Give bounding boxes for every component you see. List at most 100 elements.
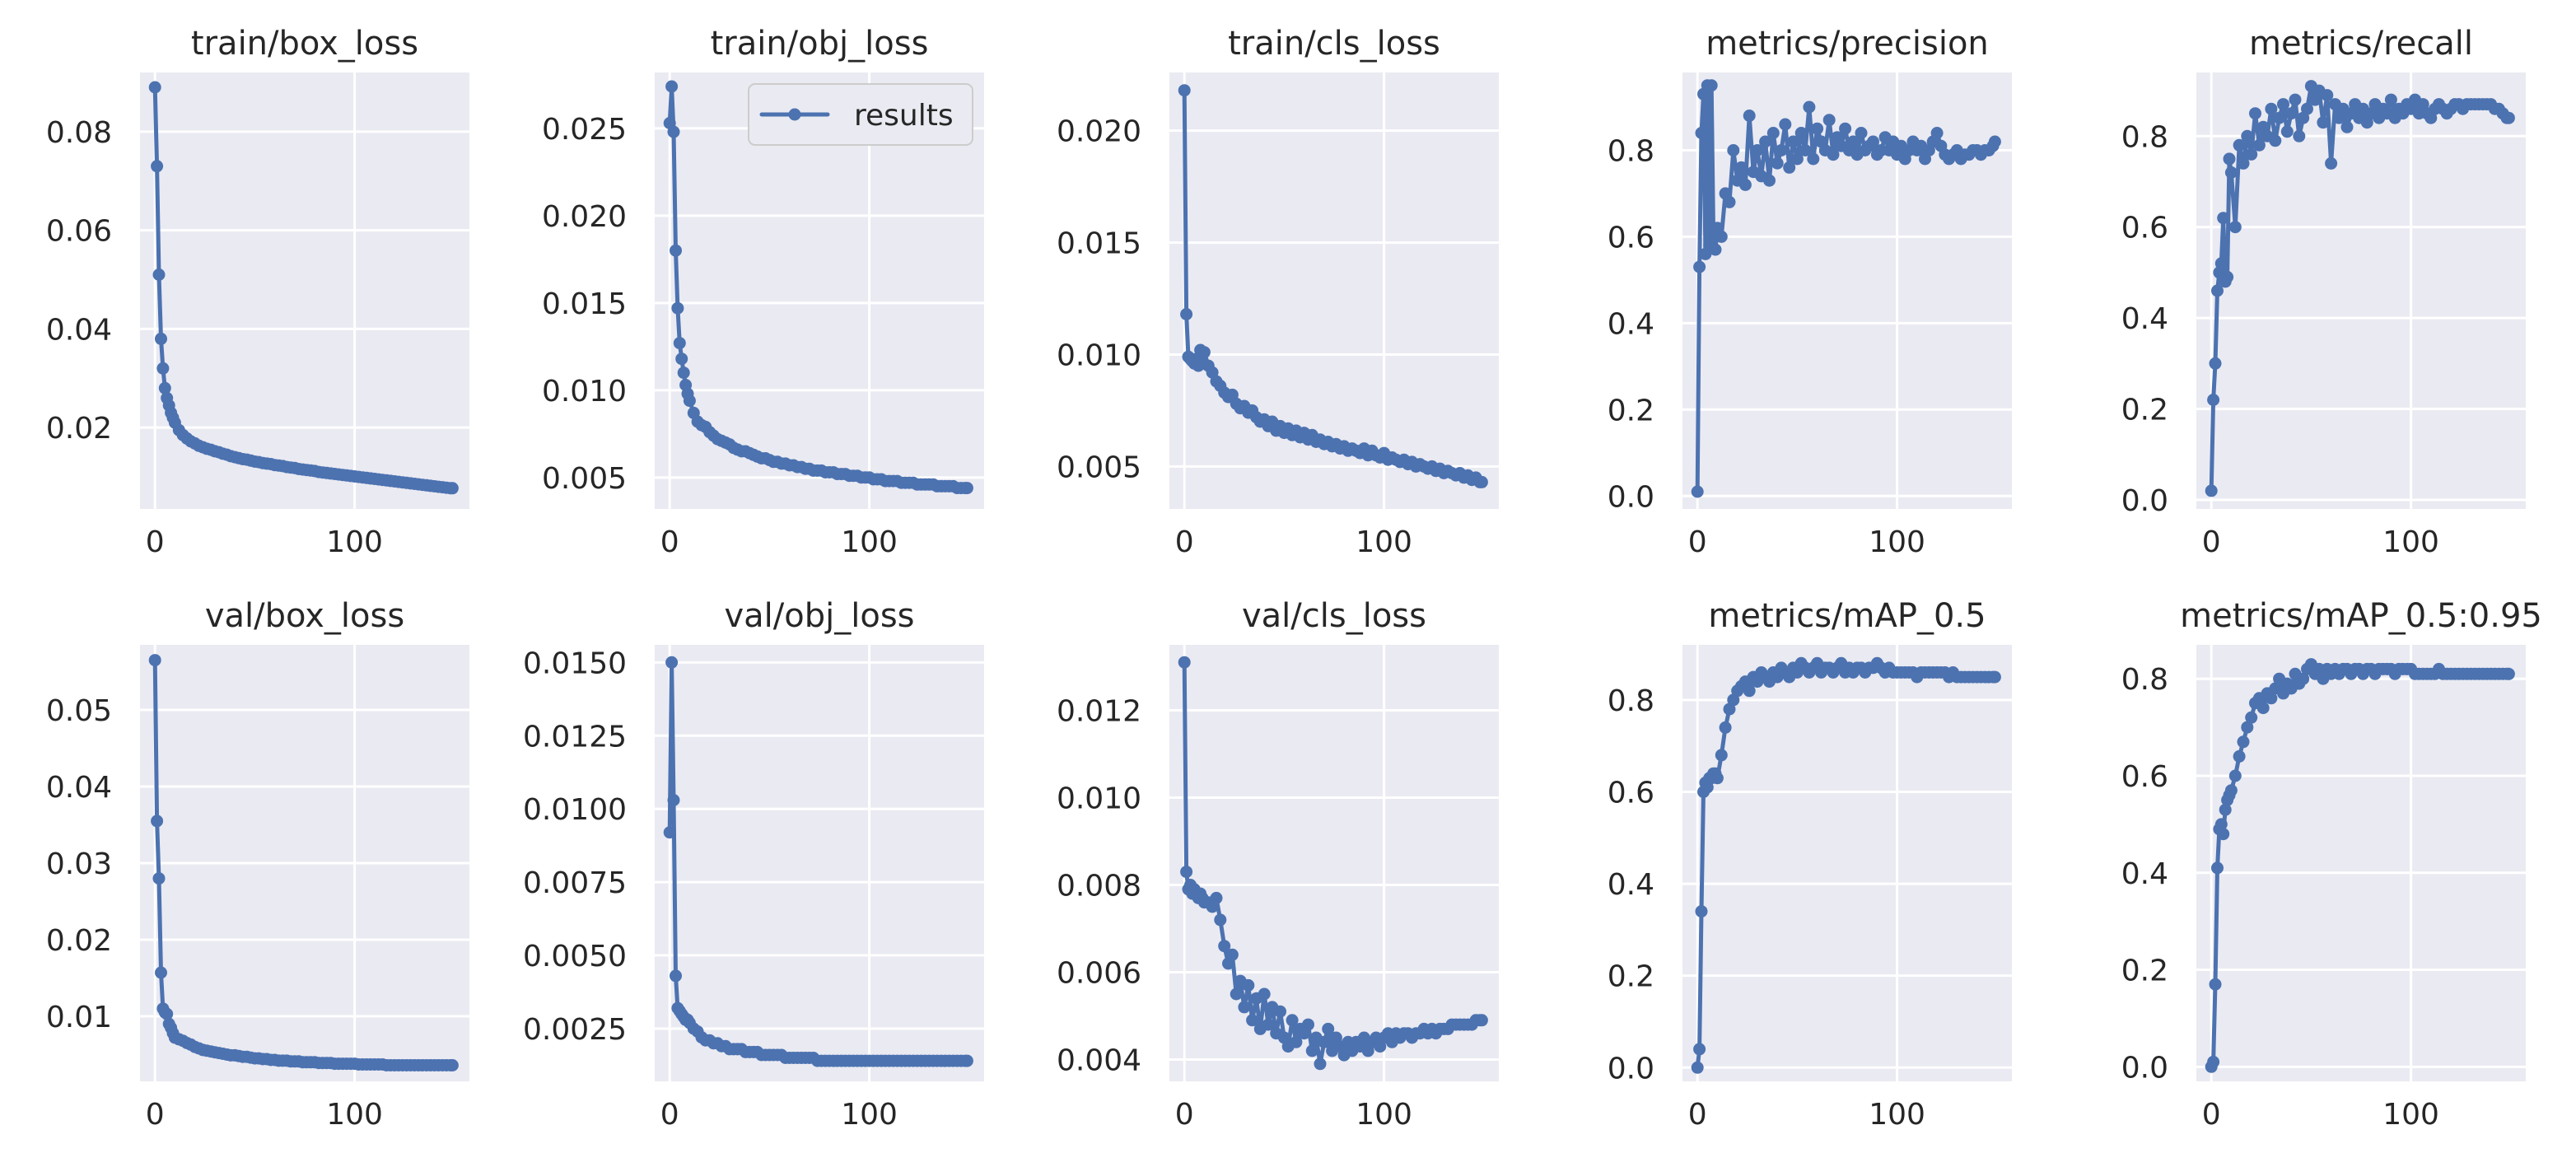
y-tick-label: 0.015 <box>542 287 627 321</box>
data-point <box>1794 127 1808 139</box>
data-point <box>1723 703 1736 716</box>
data-point <box>1705 79 1718 92</box>
data-point <box>2219 803 2232 816</box>
data-point <box>1214 913 1227 927</box>
data-point <box>2214 818 2228 831</box>
data-point <box>156 362 170 375</box>
data-point <box>2221 270 2234 283</box>
data-point <box>158 381 171 394</box>
data-point <box>2245 711 2258 724</box>
x-tick-label: 100 <box>841 1098 898 1132</box>
data-point <box>1715 230 1728 243</box>
data-point <box>1839 122 1852 135</box>
y-tick-label: 0.2 <box>2121 394 2168 427</box>
data-point <box>667 794 680 806</box>
y-tick-label: 0.4 <box>1608 868 1654 902</box>
data-point <box>2224 784 2238 797</box>
x-tick-label: 0 <box>660 525 679 559</box>
data-point <box>148 81 161 94</box>
data-point <box>446 482 459 495</box>
data-point <box>1246 1014 1259 1027</box>
y-tick-label: 0.006 <box>1057 957 1141 991</box>
subplot-title: metrics/precision <box>1706 25 1989 63</box>
data-point <box>1719 721 1732 734</box>
data-point <box>663 826 676 839</box>
subplot-title: val/cls_loss <box>1242 597 1426 635</box>
data-point <box>2233 138 2246 152</box>
y-tick-label: 0.4 <box>2121 302 2168 336</box>
legend-frame <box>748 83 973 146</box>
y-tick-label: 0.008 <box>1057 870 1141 903</box>
data-point <box>2277 98 2289 111</box>
data-point <box>161 1007 174 1020</box>
data-point <box>1258 987 1271 1001</box>
subplot-title: metrics/mAP_0.5:0.95 <box>2180 597 2542 635</box>
data-point <box>1274 1005 1286 1018</box>
y-tick-label: 0.012 <box>1057 695 1141 729</box>
data-point <box>960 482 973 495</box>
subplot-title: val/box_loss <box>205 597 404 635</box>
data-point <box>1710 772 1724 785</box>
y-tick-label: 0.005 <box>542 462 627 496</box>
data-point <box>1693 1043 1706 1056</box>
y-tick-label: 0.020 <box>542 200 627 234</box>
y-tick-label: 0.08 <box>46 116 112 150</box>
data-point <box>446 1059 459 1071</box>
x-tick-label: 100 <box>1356 1098 1412 1132</box>
data-point <box>1180 308 1193 320</box>
data-point <box>1766 127 1780 139</box>
x-tick-label: 0 <box>660 1098 679 1132</box>
data-point <box>2241 129 2254 142</box>
data-point <box>2502 111 2515 124</box>
x-tick-label: 0 <box>2202 525 2221 559</box>
y-tick-label: 0.004 <box>1057 1044 1141 1078</box>
data-point <box>1855 127 1868 139</box>
data-point <box>1475 475 1488 488</box>
data-point <box>1735 161 1748 174</box>
data-point <box>1178 656 1191 669</box>
data-point <box>155 966 167 979</box>
y-tick-label: 0.0 <box>2121 1051 2168 1085</box>
y-tick-label: 0.01 <box>46 1001 112 1034</box>
y-tick-label: 0.8 <box>1608 684 1654 718</box>
x-tick-label: 0 <box>1688 525 1707 559</box>
data-point <box>2223 152 2236 166</box>
data-point <box>151 160 164 173</box>
data-point <box>2273 111 2286 124</box>
data-point <box>2209 978 2222 991</box>
y-tick-label: 0.010 <box>1057 338 1141 372</box>
data-point <box>1771 156 1784 170</box>
data-point <box>1180 866 1193 879</box>
data-point <box>1262 1018 1275 1031</box>
data-point <box>1827 148 1840 161</box>
data-point <box>2214 257 2228 270</box>
y-tick-label: 0.020 <box>1057 115 1141 149</box>
y-tick-label: 0.0150 <box>523 647 627 680</box>
data-point <box>1930 127 1944 139</box>
y-tick-label: 0.02 <box>46 924 112 958</box>
x-tick-label: 100 <box>1869 1098 1925 1132</box>
y-tick-label: 0.06 <box>46 215 112 249</box>
data-point <box>673 337 686 350</box>
data-point <box>1218 940 1231 953</box>
data-point <box>2293 129 2306 142</box>
legend: results <box>748 83 973 146</box>
x-tick-label: 0 <box>1688 1098 1707 1132</box>
data-point <box>1322 1022 1335 1035</box>
y-tick-label: 0.010 <box>1057 782 1141 816</box>
data-point <box>2321 89 2334 102</box>
y-tick-label: 0.6 <box>2121 212 2168 245</box>
data-point <box>2233 749 2246 763</box>
y-tick-label: 0.6 <box>1608 221 1654 254</box>
data-point <box>1290 1035 1303 1048</box>
data-point <box>665 656 679 669</box>
data-point <box>1242 978 1255 992</box>
data-point <box>1783 161 1796 174</box>
data-point <box>2252 138 2266 152</box>
data-point <box>2217 828 2230 841</box>
data-point <box>1743 684 1756 698</box>
data-point <box>1723 195 1736 208</box>
data-point <box>1691 485 1704 498</box>
data-point <box>2211 284 2224 297</box>
